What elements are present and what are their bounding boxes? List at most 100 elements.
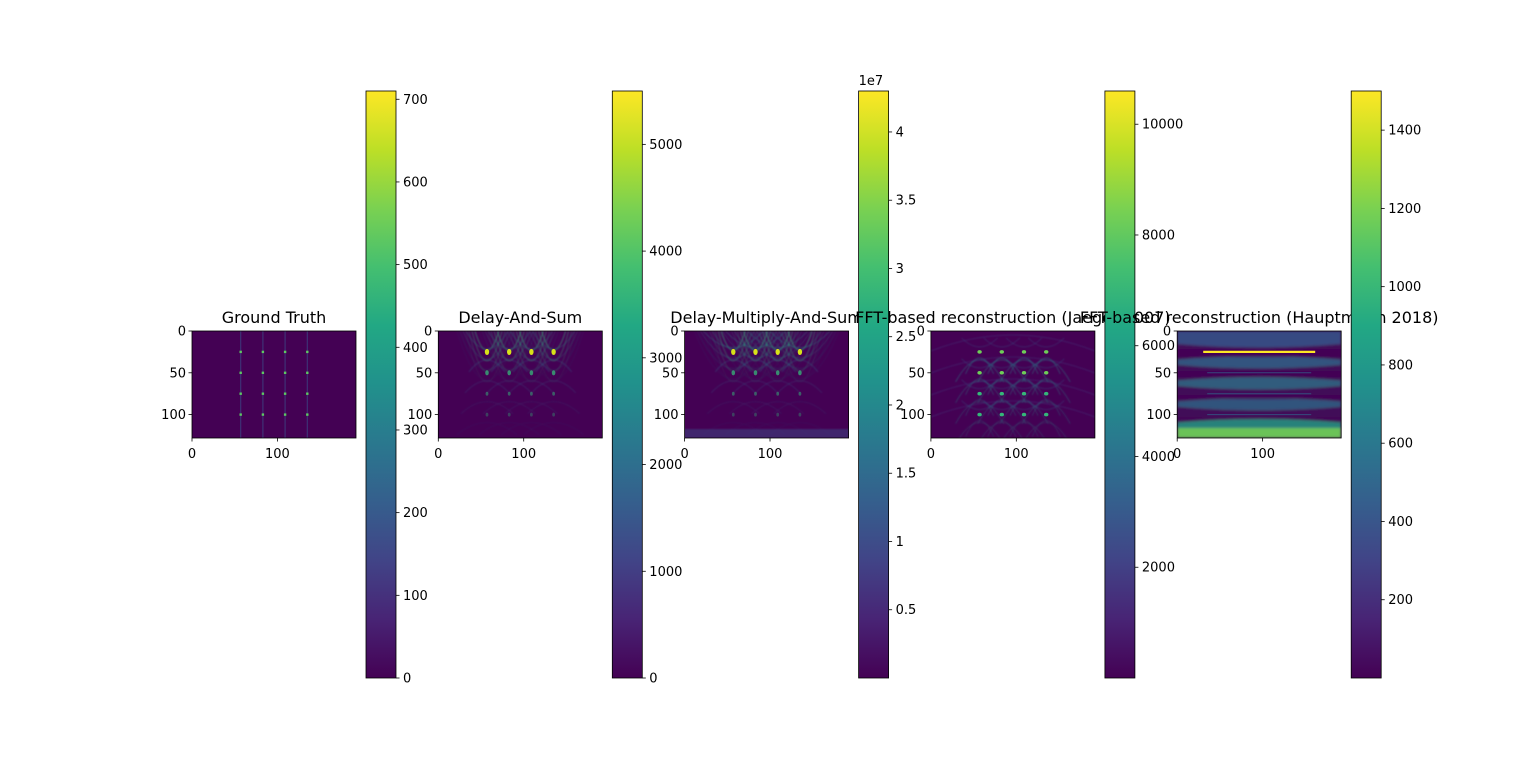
heatmap-point bbox=[485, 391, 489, 396]
x-tick-label: 0 bbox=[680, 447, 688, 462]
colorbar-tick-label: 3.5 bbox=[896, 194, 917, 209]
heatmap-arc bbox=[1027, 400, 1065, 410]
heatmap-panel: FFT-based reconstruction (Hauptmann 2018… bbox=[1080, 308, 1439, 462]
heatmap-point bbox=[999, 370, 1004, 375]
heatmap-arc bbox=[503, 331, 559, 371]
heatmap-arc bbox=[983, 337, 1021, 348]
colorbar-tick-label: 1000 bbox=[649, 565, 682, 580]
heatmap-arc bbox=[930, 334, 1095, 352]
heatmap-point bbox=[731, 370, 736, 376]
colorbar-tick-label: 0 bbox=[649, 672, 657, 687]
y-tick-label: 0 bbox=[1163, 325, 1171, 340]
heatmap-point bbox=[529, 370, 534, 376]
heatmap-point bbox=[552, 412, 556, 417]
heatmap-arc bbox=[1031, 399, 1061, 416]
heatmap-arc bbox=[755, 380, 801, 394]
colorbar-tick-label: 4000 bbox=[649, 245, 682, 260]
heatmap-point bbox=[776, 391, 780, 396]
chart-title: FFT-based reconstruction (Jaeger 2007) bbox=[855, 308, 1170, 327]
heatmap-arc bbox=[1003, 422, 1045, 438]
heatmap-point bbox=[753, 370, 758, 376]
heatmap-arc bbox=[999, 380, 1049, 404]
heatmap-arc bbox=[527, 401, 580, 415]
heatmap-arc bbox=[965, 357, 995, 375]
y-tick-label: 50 bbox=[416, 366, 433, 381]
heatmap-point bbox=[239, 371, 242, 374]
heatmap-image bbox=[438, 331, 603, 438]
heatmap-arc bbox=[981, 422, 1023, 438]
heatmap-arc bbox=[772, 331, 828, 371]
heatmap-arc bbox=[493, 331, 525, 362]
heatmap-arc bbox=[471, 331, 503, 362]
heatmap-arc bbox=[705, 331, 761, 371]
heatmap-point bbox=[529, 348, 534, 355]
heatmap-arc bbox=[734, 331, 777, 382]
colorbar-tick-label: 100 bbox=[403, 589, 428, 604]
colorbar-tick-label: 0.5 bbox=[896, 603, 917, 618]
colorbar-gradient bbox=[612, 91, 643, 678]
heatmap-point bbox=[1021, 350, 1027, 354]
heatmap-arc bbox=[930, 356, 1095, 374]
heatmap-point bbox=[261, 413, 265, 416]
colorbar-frame bbox=[611, 90, 643, 679]
heatmap-point bbox=[977, 350, 982, 354]
colorbar-tick-label: 200 bbox=[1388, 593, 1413, 608]
heatmap-arc bbox=[465, 331, 509, 382]
heatmap-point bbox=[977, 370, 982, 375]
heatmap-arc bbox=[999, 401, 1049, 424]
heatmap-band bbox=[1177, 419, 1342, 429]
y-tick-label: 100 bbox=[1146, 408, 1171, 423]
colorbar-tick-label: 10000 bbox=[1142, 118, 1183, 133]
heatmap-point bbox=[1044, 350, 1049, 354]
heatmap-arc bbox=[733, 380, 778, 394]
heatmap-band bbox=[684, 429, 849, 438]
heatmap-arc bbox=[481, 331, 537, 371]
heatmap-arc bbox=[987, 357, 1017, 375]
heatmap-band bbox=[1177, 428, 1342, 438]
heatmap-point bbox=[754, 391, 757, 396]
heatmap-arc bbox=[1031, 420, 1061, 437]
y-tick-label: 0 bbox=[424, 325, 432, 340]
heatmap-arc bbox=[1021, 380, 1071, 404]
chart-title: FFT-based reconstruction (Hauptmann 2018… bbox=[1080, 308, 1439, 327]
heatmap-point bbox=[753, 348, 758, 355]
heatmap-image bbox=[930, 331, 1095, 438]
heatmap-image bbox=[684, 331, 849, 438]
heatmap-arc bbox=[509, 331, 553, 382]
colorbar-tick-label: 2000 bbox=[1142, 561, 1175, 576]
y-tick-label: 50 bbox=[1155, 366, 1172, 381]
heatmap-point bbox=[306, 413, 309, 416]
colorbar-tick-label: 1.5 bbox=[896, 467, 917, 482]
y-tick-label: 100 bbox=[654, 408, 679, 423]
heatmap-point bbox=[999, 391, 1004, 396]
x-tick-label: 0 bbox=[927, 447, 935, 462]
chart-title: Delay-And-Sum bbox=[458, 308, 582, 327]
colorbar-tick-label: 200 bbox=[403, 506, 428, 521]
colorbar-tick-label: 3000 bbox=[649, 351, 682, 366]
y-tick-label: 50 bbox=[662, 366, 679, 381]
chart-title: Delay-Multiply-And-Sum bbox=[670, 308, 863, 327]
heatmap-point bbox=[283, 392, 287, 395]
heatmap-arc bbox=[751, 401, 805, 415]
heatmap-point bbox=[1044, 391, 1049, 396]
heatmap-arc bbox=[766, 331, 834, 359]
axes-frame bbox=[191, 330, 357, 439]
heatmap-point bbox=[731, 412, 735, 417]
heatmap-point bbox=[239, 413, 242, 416]
heatmap-arc bbox=[756, 331, 800, 382]
heatmap-point bbox=[1044, 370, 1049, 375]
heatmap-arc bbox=[487, 331, 531, 382]
heatmap-arc bbox=[778, 331, 822, 382]
heatmap-arc bbox=[482, 401, 536, 415]
heatmap-panel: Delay-And-Sum 0 100 0 50 100 bbox=[407, 308, 603, 462]
axes-frame bbox=[437, 330, 603, 439]
heatmap-arc bbox=[456, 422, 518, 435]
heatmap-arc bbox=[977, 380, 1027, 404]
heatmap-point bbox=[507, 391, 511, 396]
heatmap-arc bbox=[693, 331, 773, 380]
heatmap-arc bbox=[738, 331, 818, 380]
colorbar-gradient bbox=[858, 91, 889, 678]
heatmap-arc bbox=[728, 331, 783, 371]
colorbar-frame bbox=[858, 90, 889, 679]
